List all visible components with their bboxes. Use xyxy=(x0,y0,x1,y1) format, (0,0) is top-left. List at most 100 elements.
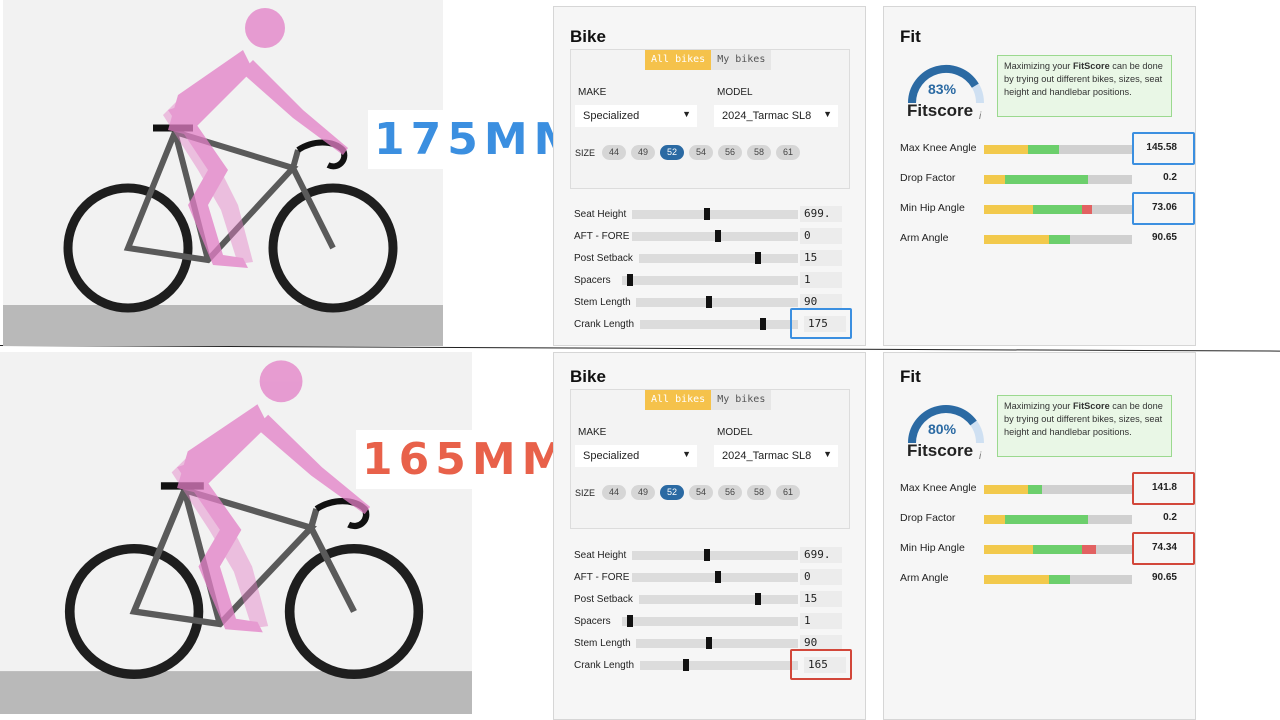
model-select-value: 2024_Tarmac SL8 xyxy=(722,110,812,122)
size-option-54[interactable]: 54 xyxy=(689,485,714,500)
size-option-44[interactable]: 44 xyxy=(602,145,627,160)
size-option-58[interactable]: 58 xyxy=(747,145,772,160)
slider-thumb[interactable] xyxy=(627,615,633,627)
slider-value-field[interactable]: 90 xyxy=(800,294,842,310)
slider-thumb[interactable] xyxy=(755,252,761,264)
metric-bar-segment xyxy=(984,175,1005,184)
slider-crank-length: Crank Length 165 xyxy=(574,657,846,675)
metric-bar-segment xyxy=(1069,235,1132,244)
slider-value-field[interactable]: 15 xyxy=(800,591,842,607)
model-select[interactable]: 2024_Tarmac SL8 ▼ xyxy=(714,445,838,467)
size-option-56[interactable]: 56 xyxy=(718,145,743,160)
size-option-44[interactable]: 44 xyxy=(602,485,627,500)
metric-highlight xyxy=(1132,472,1195,505)
metric-bar-segment xyxy=(984,515,1005,524)
size-label: SIZE xyxy=(575,487,596,498)
all-bikes-tab[interactable]: All bikes xyxy=(645,390,712,410)
slider-track[interactable] xyxy=(632,208,798,220)
make-select[interactable]: Specialized ▼ xyxy=(575,445,697,467)
slider-value-field[interactable]: 1 xyxy=(800,272,842,288)
slider-value-field[interactable]: 1 xyxy=(800,613,842,629)
slider-value-field[interactable]: 175 xyxy=(804,316,846,332)
slider-track[interactable] xyxy=(636,637,798,649)
slider-track[interactable] xyxy=(632,571,798,583)
fit-panel: Fit 83% Fitscore i Maximizing your FitSc… xyxy=(883,6,1196,346)
metric-bar xyxy=(984,205,1132,214)
tip-text-pre: Maximizing your xyxy=(1004,401,1073,411)
slider-value-field[interactable]: 15 xyxy=(800,250,842,266)
chevron-down-icon: ▼ xyxy=(682,449,691,459)
metric-value: 73.06 xyxy=(1151,202,1177,213)
slider-thumb[interactable] xyxy=(706,637,712,649)
metric-bar xyxy=(984,175,1132,184)
size-option-49[interactable]: 49 xyxy=(631,145,656,160)
metric-bar xyxy=(984,545,1132,554)
metric-bar-segment xyxy=(1092,205,1132,214)
info-icon[interactable]: i xyxy=(979,451,982,462)
slider-label: AFT - FORE xyxy=(574,572,630,583)
metric-bar-segment xyxy=(1032,205,1082,214)
slider-track[interactable] xyxy=(622,274,798,286)
my-bikes-tab[interactable]: My bikes xyxy=(711,390,772,410)
slider-track[interactable] xyxy=(639,252,798,264)
slider-thumb[interactable] xyxy=(704,549,710,561)
chevron-down-icon: ▼ xyxy=(682,109,691,119)
model-select[interactable]: 2024_Tarmac SL8 ▼ xyxy=(714,105,838,127)
bike-panel: Bike All bikes My bikes MAKE MODEL Speci… xyxy=(553,6,866,346)
size-option-61[interactable]: 61 xyxy=(776,145,801,160)
slider-value-field[interactable]: 699. xyxy=(800,206,842,222)
slider-crank-length: Crank Length 175 xyxy=(574,316,846,334)
metric-bar-segment xyxy=(1028,145,1060,154)
slider-value-field[interactable]: 0 xyxy=(800,228,842,244)
size-label: SIZE xyxy=(575,147,596,158)
slider-value-field[interactable]: 90 xyxy=(800,635,842,651)
size-option-52[interactable]: 52 xyxy=(660,485,685,500)
rider xyxy=(171,360,371,633)
slider-track[interactable] xyxy=(639,593,798,605)
slider-track[interactable] xyxy=(632,549,798,561)
all-bikes-tab[interactable]: All bikes xyxy=(645,50,712,70)
fitscore-percent: 80% xyxy=(928,421,957,437)
slider-track[interactable] xyxy=(632,230,798,242)
size-option-54[interactable]: 54 xyxy=(689,145,714,160)
crank-length-label: 175MM xyxy=(368,110,590,169)
slider-thumb[interactable] xyxy=(760,318,766,330)
crank-length-highlight xyxy=(790,308,852,339)
size-option-61[interactable]: 61 xyxy=(776,485,801,500)
slider-thumb[interactable] xyxy=(627,274,633,286)
slider-value-field[interactable]: 699. xyxy=(800,547,842,563)
make-select[interactable]: Specialized ▼ xyxy=(575,105,697,127)
metric-highlight xyxy=(1132,192,1195,225)
slider-value-field[interactable]: 165 xyxy=(804,657,846,673)
metric-bar-segment xyxy=(1059,145,1132,154)
slider-thumb[interactable] xyxy=(755,593,761,605)
metric-value: 0.2 xyxy=(1163,512,1177,523)
bicycle xyxy=(64,482,424,679)
info-icon[interactable]: i xyxy=(979,111,982,122)
slider-thumb[interactable] xyxy=(706,296,712,308)
fitscore-tip: Maximizing your FitScore can be done by … xyxy=(997,395,1172,457)
metric-bar-segment xyxy=(1004,175,1088,184)
my-bikes-tab[interactable]: My bikes xyxy=(711,50,772,70)
slider-track[interactable] xyxy=(640,318,798,330)
size-selector: SIZE 44 49 52 54 56 58 61 xyxy=(575,145,801,160)
metric-value: 145.58 xyxy=(1146,142,1177,153)
slider-track[interactable] xyxy=(640,659,798,671)
size-option-49[interactable]: 49 xyxy=(631,485,656,500)
size-option-52[interactable]: 52 xyxy=(660,145,685,160)
bike-panel-title: Bike xyxy=(570,27,606,46)
slider-thumb[interactable] xyxy=(715,571,721,583)
size-option-58[interactable]: 58 xyxy=(747,485,772,500)
metric-bar-segment xyxy=(1081,205,1093,214)
slider-track[interactable] xyxy=(636,296,798,308)
slider-thumb[interactable] xyxy=(683,659,689,671)
slider-thumb[interactable] xyxy=(704,208,710,220)
crank-length-highlight xyxy=(790,649,852,680)
slider-thumb[interactable] xyxy=(715,230,721,242)
size-option-56[interactable]: 56 xyxy=(718,485,743,500)
metric-min-hip-angle: Min Hip Angle 73.06 xyxy=(900,200,1180,216)
slider-track[interactable] xyxy=(622,615,798,627)
slider-aft-fore: AFT - FORE 0 xyxy=(574,228,844,246)
fit-panel: Fit 80% Fitscore i Maximizing your FitSc… xyxy=(883,352,1196,720)
slider-value-field[interactable]: 0 xyxy=(800,569,842,585)
